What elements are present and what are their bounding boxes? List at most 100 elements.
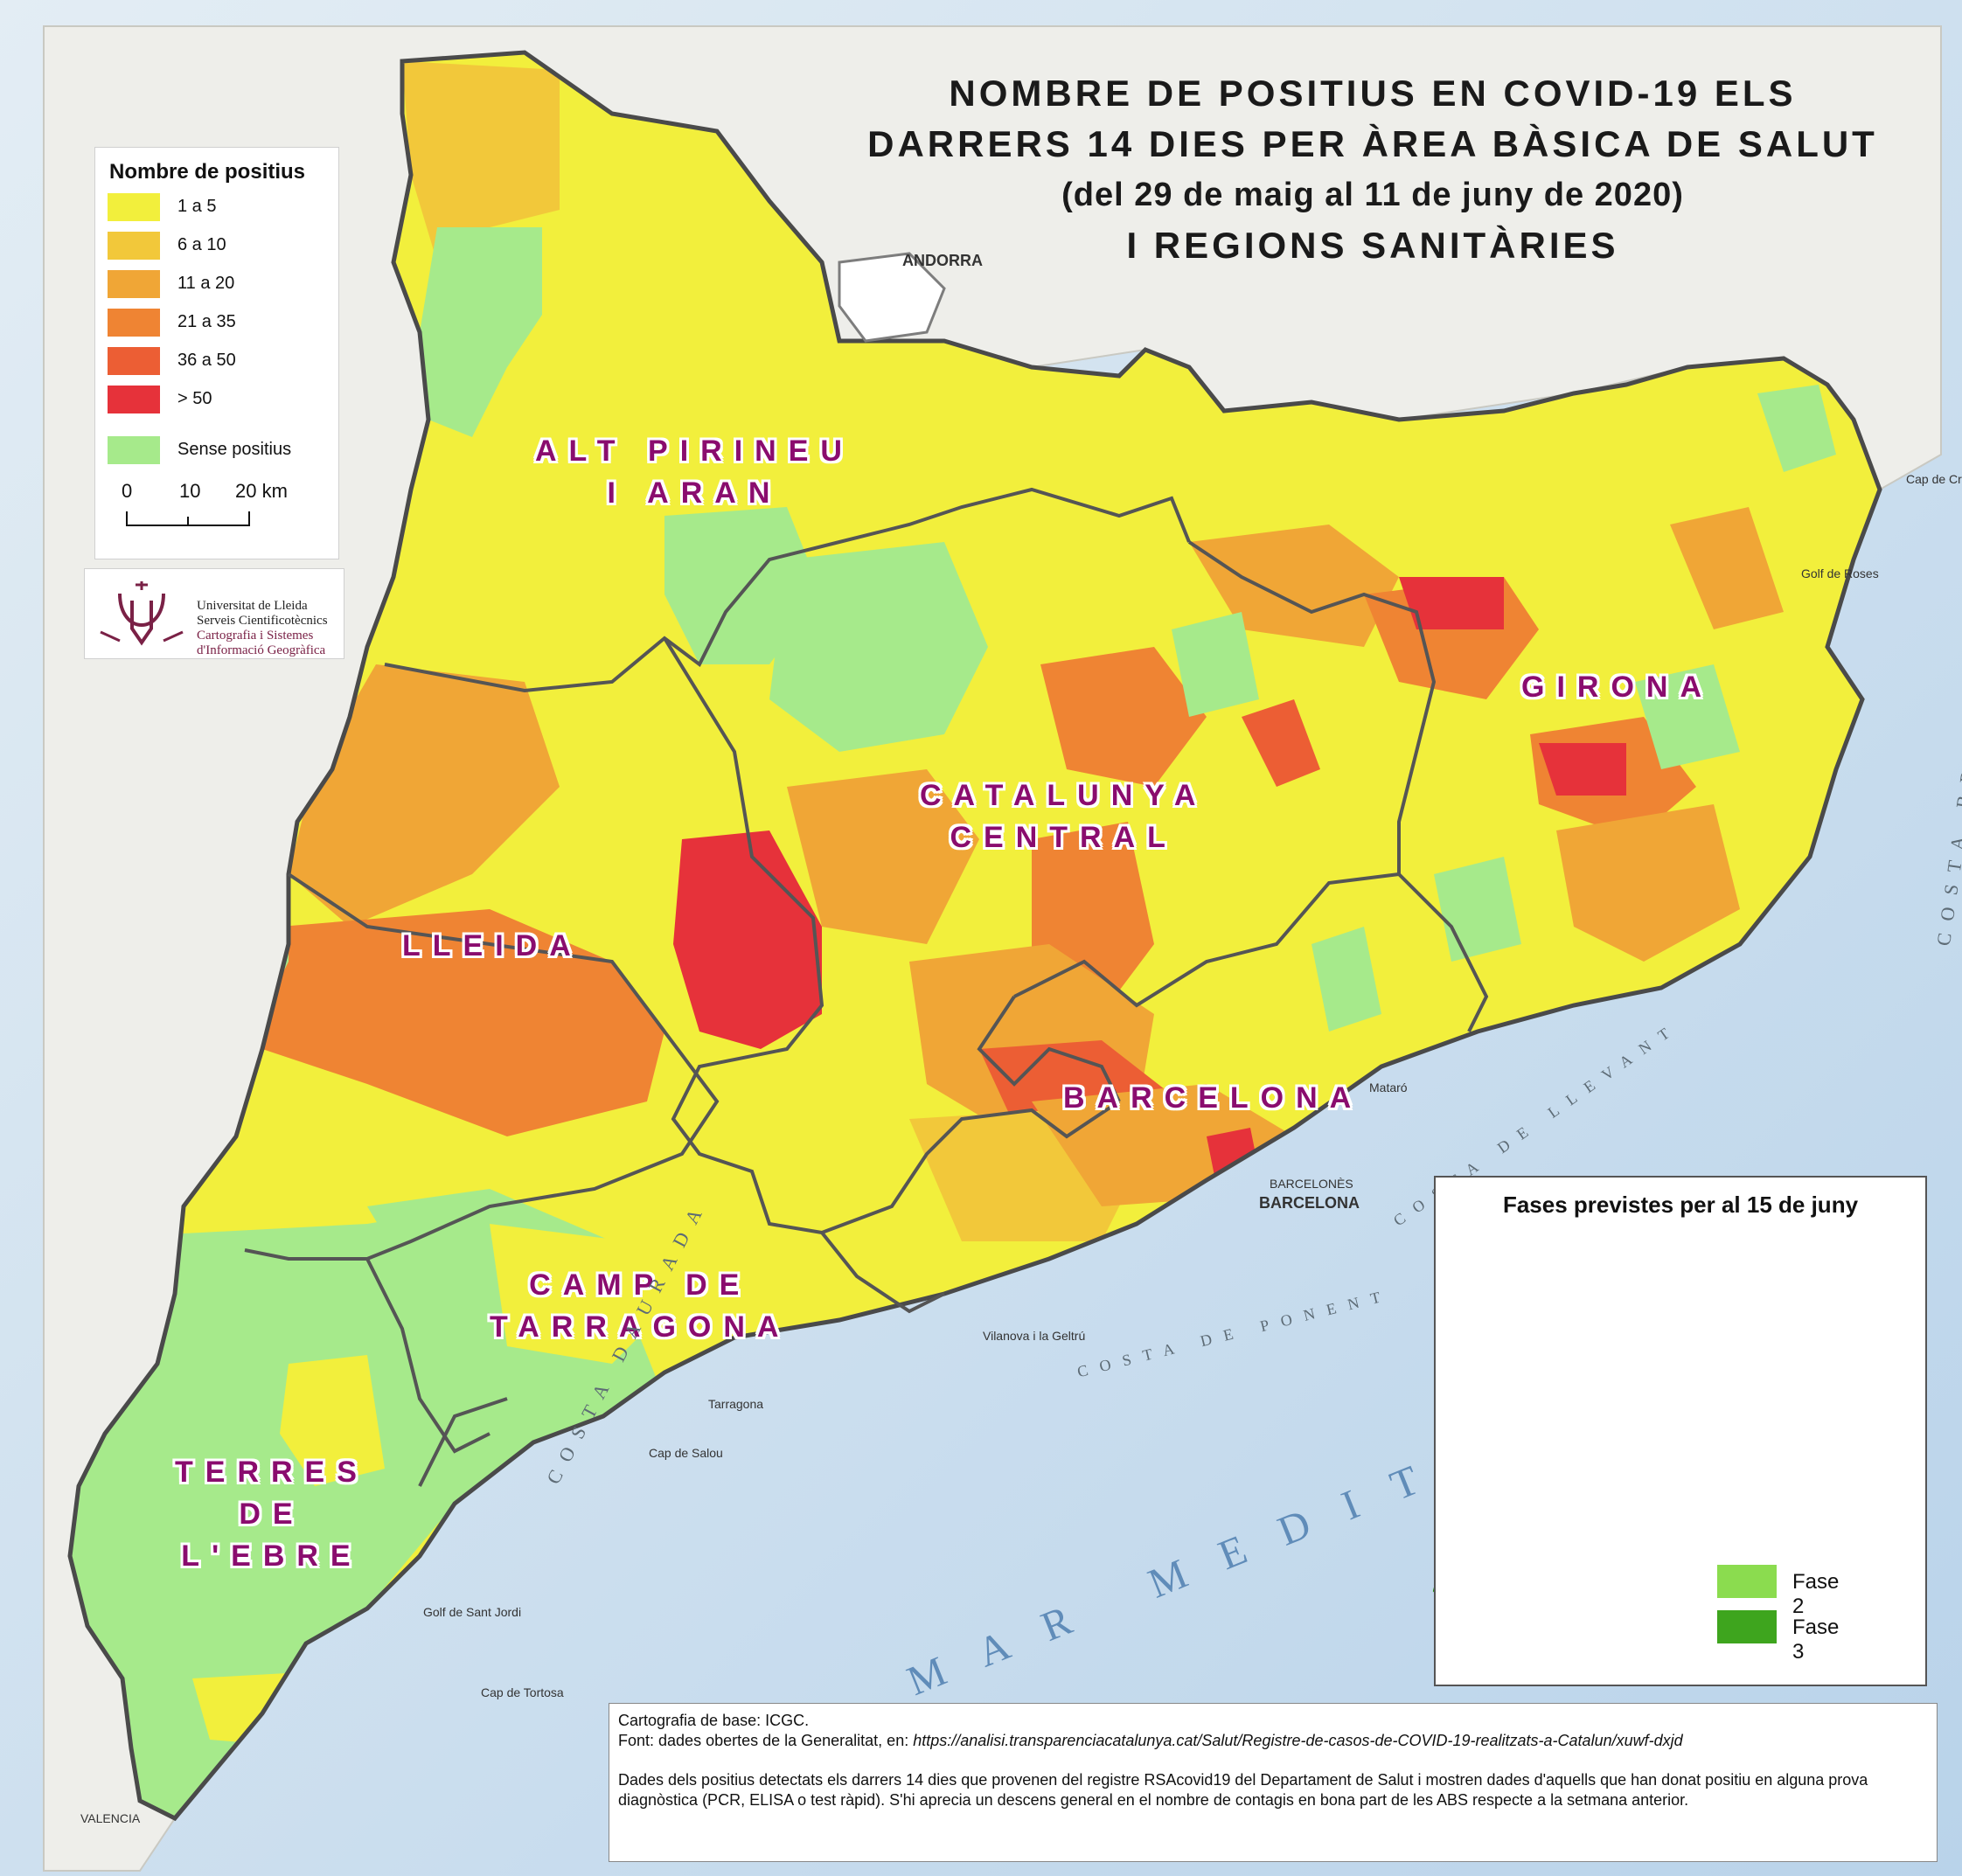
- region-label-terres-ebre: TERRES DE L'EBRE: [175, 1451, 369, 1577]
- abs-zone-none: [1172, 612, 1259, 717]
- andorra-shape: [838, 252, 946, 343]
- place-tarragona: Tarragona: [708, 1397, 764, 1411]
- region-label-catalunya-central: CATALUNYA CENTRAL: [920, 775, 1207, 858]
- region-label-line: CATALUNYA: [920, 779, 1208, 812]
- region-label-line: CAMP DE: [529, 1268, 752, 1302]
- source-prefix: Font: dades obertes de la Generalitat, e…: [618, 1732, 914, 1749]
- abs-zone-6a10: [402, 61, 560, 262]
- abs-zone-36a50: [1242, 699, 1320, 787]
- legend-label: > 50: [177, 389, 212, 408]
- university-logo: Universitat de Lleida Serveis Cientifico…: [84, 568, 344, 659]
- logo-line: Cartografia i Sistemes: [197, 629, 314, 643]
- logo-text: Universitat de Lleida Serveis Cientifico…: [197, 599, 328, 658]
- scale-line: [126, 511, 250, 526]
- border-central-girona: [1187, 540, 1489, 1032]
- place-golf-roses: Golf de Roses: [1801, 566, 1879, 580]
- abs-zone-21a35: [1040, 647, 1207, 787]
- region-label-girona: GIRONA: [1521, 666, 1714, 708]
- inset-legend-swatch: [1717, 1610, 1777, 1643]
- border-camp-ebre: [365, 1258, 491, 1454]
- source-line: Font: dades obertes de la Generalitat, e…: [618, 1731, 1928, 1751]
- legend-title: Nombre de positius: [109, 160, 306, 184]
- region-label-alt-pirineu: ALT PIRINEU I ARAN: [535, 430, 854, 514]
- legend-label: 36 a 50: [177, 351, 236, 370]
- scale-tick-label: 20 km: [235, 480, 288, 502]
- catalonia-outline: [67, 50, 1882, 1822]
- source-line: Cartografia de base: ICGC.: [618, 1712, 810, 1729]
- legend-swatch: [108, 309, 160, 337]
- legend-swatch: [108, 193, 160, 221]
- title-line-1: NOMBRE DE POSITIUS EN COVID-19 ELS: [949, 73, 1797, 114]
- inset-title: Fases previstes per al 15 de juny: [1502, 1192, 1859, 1218]
- abs-zone-none: [1757, 385, 1836, 472]
- abs-zone-11a20: [289, 664, 560, 927]
- border-lleida-central: [663, 636, 824, 1234]
- region-label-barcelona: BARCELONA: [1063, 1077, 1363, 1119]
- abs-zone-11a20: [787, 769, 979, 944]
- legend: Nombre de positius 1 a 5 6 a 10 11 a 20 …: [94, 147, 339, 559]
- scale-tick-label: 0: [122, 480, 133, 502]
- place-cap-creus: Cap de Creus: [1906, 472, 1962, 486]
- abs-zone-none: [1311, 927, 1381, 1032]
- udl-emblem-icon: [100, 581, 184, 646]
- border-camp-barcelona: [820, 1231, 945, 1314]
- region-label-line: BARCELONA: [1063, 1081, 1364, 1115]
- inset-legend-swatch: [1717, 1565, 1777, 1598]
- border-camp-ebre-2: [418, 1397, 508, 1487]
- abs-zone-gt50: [673, 830, 822, 1049]
- inset-legend-label: Fase 3: [1792, 1615, 1840, 1664]
- legend-swatch: [108, 347, 160, 375]
- region-label-line: GIRONA: [1521, 670, 1714, 704]
- place-vilanova: Vilanova i la Geltrú: [983, 1329, 1086, 1343]
- title-line-3: (del 29 de maig al 11 de juny de 2020): [1061, 177, 1684, 213]
- place-valencia: VALENCIA: [80, 1811, 141, 1825]
- legend-swatch: [108, 270, 160, 298]
- border-barcelona-west: [821, 1100, 1121, 1234]
- region-label-line: LLEIDA: [402, 929, 583, 962]
- title-line-4: I REGIONS SANITÀRIES: [1126, 225, 1619, 266]
- region-label-line: ALT PIRINEU: [535, 434, 854, 468]
- legend-label: 11 a 20: [177, 274, 235, 293]
- abs-zone-11a20: [1556, 804, 1740, 962]
- place-golf-sant-jordi: Golf de Sant Jordi: [423, 1605, 522, 1619]
- legend-label: 6 a 10: [177, 235, 226, 254]
- legend-swatch: [108, 436, 160, 464]
- abs-zone-gt50: [1399, 577, 1504, 629]
- health-region-borders: [244, 487, 1489, 1487]
- abs-zone-none: [420, 227, 542, 437]
- legend-label: 21 a 35: [177, 312, 236, 331]
- legend-label: 1 a 5: [177, 197, 217, 216]
- place-cap-salou: Cap de Salou: [649, 1446, 723, 1460]
- region-label-lleida: LLEIDA: [402, 925, 583, 967]
- map-title: NOMBRE DE POSITIUS EN COVID-19 ELS DARRE…: [787, 68, 1959, 271]
- legend-swatch: [108, 386, 160, 413]
- abs-zone-21a35: [262, 909, 664, 1136]
- region-label-line: CENTRAL: [950, 821, 1178, 854]
- place-barcelona: BARCELONA: [1259, 1194, 1360, 1212]
- scale-tick-label: 10: [179, 480, 201, 502]
- place-cap-tortosa: Cap de Tortosa: [481, 1685, 564, 1699]
- logo-line: d'Informació Geogràfica: [197, 643, 326, 657]
- place-andorra: ANDORRA: [902, 252, 983, 269]
- border-altpirineu-south: [384, 487, 1191, 693]
- legend-swatch: [108, 232, 160, 260]
- scale-bar: 0 10 20 km: [122, 480, 296, 532]
- abs-base-1a5: [280, 1355, 385, 1486]
- source-paragraph: Dades dels positius detectats els darrer…: [618, 1771, 1868, 1809]
- abs-zone-gt50: [1539, 743, 1626, 796]
- abs-zone-11a20: [1670, 507, 1784, 629]
- abs-base-1a5: [490, 1224, 664, 1364]
- source-url[interactable]: https://analisi.transparenciacatalunya.c…: [913, 1732, 1683, 1749]
- region-label-line: TARRAGONA: [490, 1310, 791, 1344]
- abs-zone-none: [1635, 664, 1740, 769]
- place-barcelones: BARCELONÈS: [1270, 1177, 1353, 1191]
- legend-label: Sense positius: [177, 440, 292, 459]
- abs-zone-none: [769, 542, 988, 752]
- title-line-2: DARRERS 14 DIES PER ÀREA BÀSICA DE SALUT: [867, 123, 1878, 164]
- border-central-barcelona-2: [977, 995, 1121, 1102]
- border-central-barcelona: [1013, 872, 1400, 1008]
- region-label-line: TERRES: [175, 1456, 369, 1489]
- region-label-line: DE: [239, 1497, 305, 1531]
